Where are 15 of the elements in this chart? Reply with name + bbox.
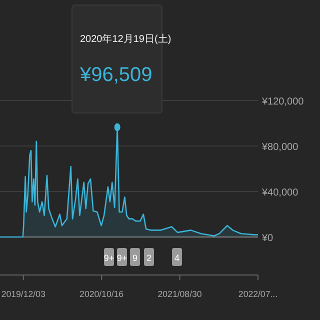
text: 2020年12月19日(土) [80, 33, 172, 45]
text: 9+ [104, 253, 114, 263]
y-tick-label: ¥0 [261, 233, 274, 244]
y-tick-label: ¥120,000 [261, 96, 304, 108]
x-tick-label: 2019/12/03 [1, 289, 46, 299]
x-tick-label: 2021/08/30 [158, 289, 202, 299]
y-tick-label: ¥40,000 [261, 188, 299, 198]
y-tick-label: ¥80,000 [261, 142, 299, 153]
x-tick-label: 2022/07... [238, 289, 278, 299]
text: 9+ [116, 253, 128, 263]
text: 9 [132, 253, 138, 263]
text: ¥96,509 [79, 64, 152, 86]
text: 2 [146, 253, 152, 263]
text: 4 [174, 253, 180, 263]
x-tick-label: 2020/10/16 [80, 289, 124, 299]
